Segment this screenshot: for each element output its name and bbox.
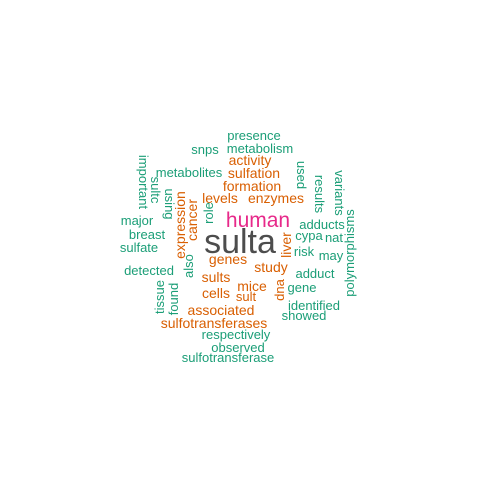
word-formation: formation	[223, 178, 281, 194]
word-human: human	[226, 209, 290, 232]
word-showed: showed	[282, 308, 327, 323]
word-polymorphisms: polymorphisms	[342, 209, 357, 297]
word-adducts: adducts	[299, 217, 345, 232]
word-found: found	[166, 283, 181, 316]
word-using: using	[162, 188, 177, 219]
word-associated: associated	[188, 302, 255, 318]
word-respectively: respectively	[202, 327, 271, 342]
word-metabolites: metabolites	[156, 165, 223, 180]
word-sult: sult	[236, 289, 257, 304]
word-sulta: sulta	[204, 223, 276, 261]
word-sulfate: sulfate	[120, 240, 158, 255]
word-study: study	[254, 259, 287, 275]
word-used: used	[294, 161, 309, 189]
word-sultc: sultc	[148, 177, 163, 204]
word-variants: variants	[332, 170, 347, 216]
word-cells: cells	[202, 285, 230, 301]
word-tissue: tissue	[152, 280, 167, 314]
word-results: results	[312, 175, 327, 214]
word-identified: identified	[288, 298, 340, 313]
word-mice: mice	[237, 278, 267, 294]
word-breast: breast	[129, 227, 166, 242]
word-major: major	[121, 213, 154, 228]
word-presence: presence	[227, 128, 280, 143]
word-sulfation: sulfation	[228, 165, 280, 181]
word-sulfotransferases: sulfotransferases	[161, 315, 268, 331]
word-important: important	[136, 155, 151, 210]
word-metabolism: metabolism	[227, 141, 293, 156]
word-liver: liver	[278, 232, 294, 258]
word-sulfotransferase: sulfotransferase	[182, 350, 275, 365]
word-adduct: adduct	[295, 266, 334, 281]
word-role: role	[201, 202, 216, 224]
word-detected: detected	[124, 263, 174, 278]
word-nat: nat	[325, 230, 343, 245]
word-dna: dna	[272, 278, 287, 300]
word-observed: observed	[211, 340, 264, 355]
word-snps: snps	[191, 142, 219, 157]
word-cypa: cypa	[295, 228, 323, 243]
word-enzymes: enzymes	[248, 190, 304, 206]
word-gene: gene	[288, 280, 317, 295]
word-cancer: cancer	[184, 199, 200, 241]
word-activity: activity	[229, 152, 272, 168]
word-genes: genes	[209, 251, 247, 267]
word-expression: expression	[172, 191, 188, 259]
word-also: also	[181, 254, 196, 278]
word-levels: levels	[202, 190, 238, 206]
word-may: may	[319, 248, 344, 263]
word-risk: risk	[294, 244, 315, 259]
word-sults: sults	[202, 269, 231, 285]
